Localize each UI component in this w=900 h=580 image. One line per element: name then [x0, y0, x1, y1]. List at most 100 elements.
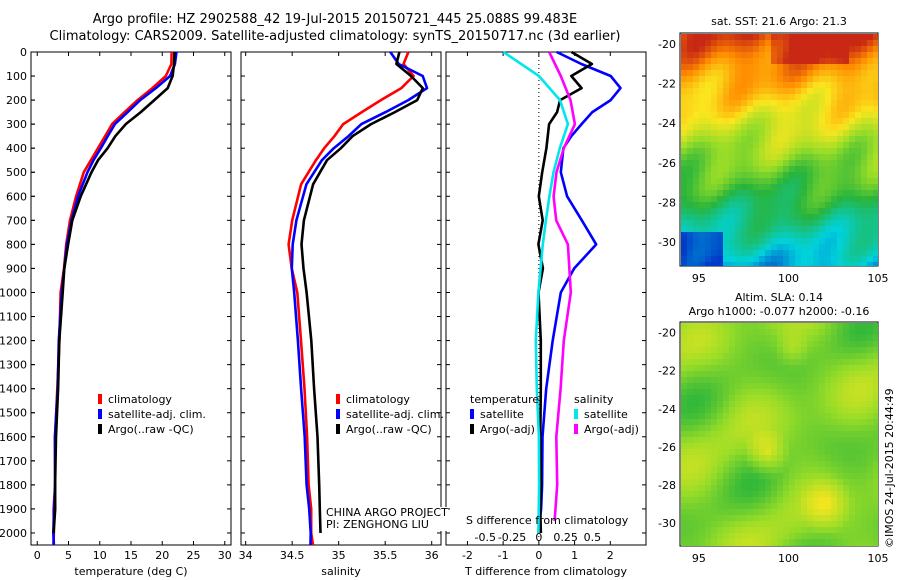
- sst-cell: [873, 172, 878, 178]
- sla-cell: [825, 377, 831, 383]
- sst-cell: [759, 184, 765, 190]
- sst-cell: [843, 130, 849, 136]
- sla-cell: [717, 341, 723, 347]
- sst-cell: [741, 226, 747, 232]
- sst-cell: [765, 64, 771, 70]
- sst-cell: [687, 208, 693, 214]
- sla-cell: [849, 479, 855, 485]
- sla-cell: [771, 329, 777, 335]
- sla-cell: [777, 401, 783, 407]
- sst-cell: [867, 88, 873, 94]
- sla-cell: [843, 413, 849, 419]
- sst-cell: [801, 34, 807, 40]
- sla-cell: [789, 455, 795, 461]
- sst-cell: [813, 160, 819, 166]
- sst-cell: [813, 106, 819, 112]
- sst-cell: [789, 154, 795, 160]
- sst-cell: [699, 154, 705, 160]
- sla-cell: [681, 401, 687, 407]
- sst-cell: [795, 238, 801, 244]
- sla-cell: [741, 395, 747, 401]
- sla-cell: [729, 341, 735, 347]
- sla-cell: [819, 467, 825, 473]
- sla-cell: [831, 395, 837, 401]
- sst-cell: [771, 178, 777, 184]
- sst-cell: [747, 70, 753, 76]
- sla-cell: [849, 341, 855, 347]
- sla-cell: [705, 515, 711, 521]
- sla-cell: [753, 503, 759, 509]
- sla-cell: [819, 383, 825, 389]
- sla-cell: [777, 509, 783, 515]
- map-x-tick-label: 105: [868, 552, 889, 565]
- sla-cell: [825, 479, 831, 485]
- sla-cell: [747, 341, 753, 347]
- sla-cell: [867, 323, 873, 329]
- sst-cell: [861, 52, 867, 58]
- sla-cell: [783, 509, 789, 515]
- sst-cell: [771, 250, 777, 256]
- sst-cell: [849, 76, 855, 82]
- sst-cell: [759, 238, 765, 244]
- sst-cell: [783, 118, 789, 124]
- sst-cell: [783, 196, 789, 202]
- sst-cell: [825, 238, 831, 244]
- sla-cell: [687, 521, 693, 527]
- sst-cell: [843, 232, 849, 238]
- sla-cell: [717, 449, 723, 455]
- sst-cell: [687, 112, 693, 118]
- sst-cell: [693, 172, 699, 178]
- sst-cell: [843, 46, 849, 52]
- sst-cell: [795, 112, 801, 118]
- sla-cell: [861, 413, 867, 419]
- sla-cell: [693, 335, 699, 341]
- sst-cell: [807, 208, 813, 214]
- sst-cell: [711, 94, 717, 100]
- sst-cell: [711, 214, 717, 220]
- sla-cell: [747, 509, 753, 515]
- sst-cell: [837, 106, 843, 112]
- sst-cell: [795, 46, 801, 52]
- sla-cell: [759, 443, 765, 449]
- sla-cell: [681, 419, 687, 425]
- sla-cell: [741, 449, 747, 455]
- sst-cell: [699, 196, 705, 202]
- sst-cell: [699, 64, 705, 70]
- series-line-0: [537, 50, 622, 534]
- sst-cell: [705, 238, 711, 244]
- sst-cell: [729, 262, 735, 266]
- sst-cell: [849, 196, 855, 202]
- sst-cell: [765, 46, 771, 52]
- sla-cell: [723, 365, 729, 371]
- sla-cell: [765, 431, 771, 437]
- top-tick-label: -0.25: [498, 531, 526, 544]
- sst-cell: [825, 40, 831, 46]
- sla-cell: [771, 395, 777, 401]
- sla-cell: [741, 401, 747, 407]
- depth-tick-label: 1700: [0, 455, 27, 468]
- sla-cell: [687, 461, 693, 467]
- sla-cell: [723, 323, 729, 329]
- sst-cell: [825, 82, 831, 88]
- sst-cell: [705, 112, 711, 118]
- depth-tick-label: 0: [20, 46, 27, 59]
- sst-cell: [789, 232, 795, 238]
- sst-cell: [867, 124, 873, 130]
- sst-cell: [771, 244, 777, 250]
- map-x-tick-label: 100: [778, 272, 799, 285]
- sla-cell: [873, 371, 878, 377]
- sla-cell: [759, 449, 765, 455]
- sla-cell: [807, 521, 813, 527]
- sst-cell: [855, 58, 861, 64]
- sst-cell: [855, 178, 861, 184]
- sst-cell: [741, 94, 747, 100]
- sla-cell: [693, 515, 699, 521]
- sst-cell: [765, 118, 771, 124]
- sla-title-line: Argo h1000: -0.077 h2000: -0.16: [688, 305, 870, 318]
- sla-cell: [837, 503, 843, 509]
- sst-cell: [717, 226, 723, 232]
- sla-cell: [741, 467, 747, 473]
- sla-cell: [687, 425, 693, 431]
- sla-cell: [693, 371, 699, 377]
- sst-cell: [801, 226, 807, 232]
